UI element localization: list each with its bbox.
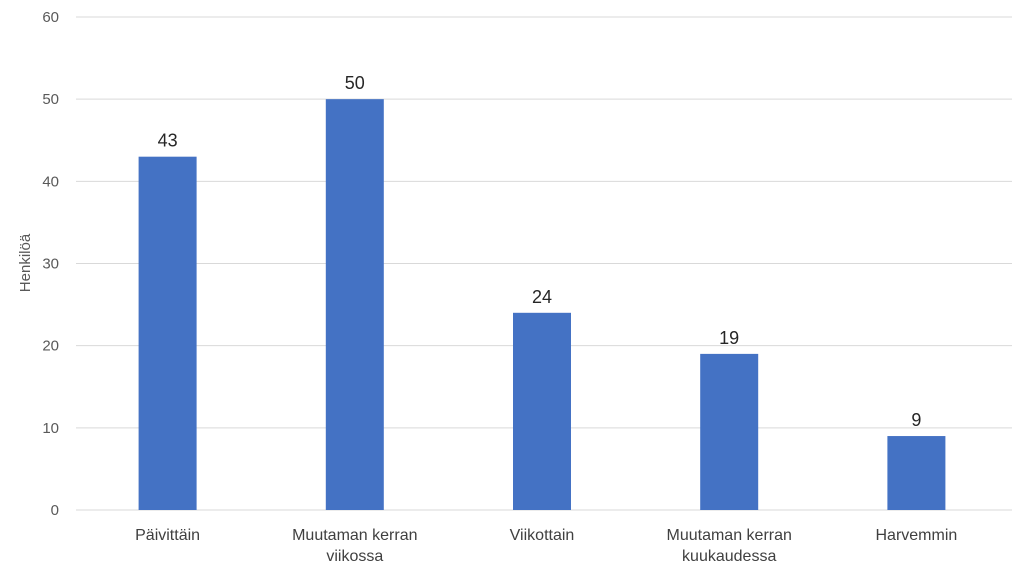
y-tick-label: 50 <box>42 91 59 108</box>
data-label: 19 <box>719 328 739 348</box>
data-label: 24 <box>532 287 552 307</box>
x-category-label-line: Muutaman kerran <box>292 527 417 544</box>
data-labels: 43 50 24 19 9 <box>158 73 922 430</box>
y-axis-ticks: 0 10 20 30 40 50 60 <box>42 9 59 519</box>
bars <box>138 99 946 511</box>
x-category-label: Päivittäin <box>135 527 200 544</box>
bar <box>887 436 946 510</box>
bar <box>700 353 759 510</box>
bar <box>138 156 197 510</box>
x-category-label-line: Viikottain <box>510 527 575 544</box>
bar <box>513 312 571 510</box>
x-category-label: Muutaman kerran viikossa <box>292 527 417 565</box>
y-tick-label: 20 <box>42 338 59 355</box>
y-axis-title: Henkilöä <box>17 233 34 292</box>
y-tick-label: 10 <box>42 420 59 437</box>
x-category-label-line: kuukaudessa <box>682 548 776 565</box>
bar <box>325 99 384 511</box>
x-category-label-line: Päivittäin <box>135 527 200 544</box>
x-category-label: Harvemmin <box>876 527 958 544</box>
y-tick-label: 30 <box>42 256 59 273</box>
y-tick-label: 60 <box>42 9 59 26</box>
data-label: 43 <box>158 131 178 151</box>
x-axis-categories: Päivittäin Muutaman kerran viikossa Viikott… <box>135 527 957 565</box>
data-label: 9 <box>911 410 921 430</box>
x-category-label: Viikottain <box>510 527 575 544</box>
x-category-label-line: Harvemmin <box>876 527 958 544</box>
x-category-label-line: Muutaman kerran <box>667 527 792 544</box>
y-tick-label: 0 <box>51 502 59 519</box>
x-category-label: Muutaman kerran kuukaudessa <box>667 527 792 565</box>
data-label: 50 <box>345 73 365 93</box>
y-tick-label: 40 <box>42 173 59 190</box>
x-category-label-line: viikossa <box>326 548 383 565</box>
